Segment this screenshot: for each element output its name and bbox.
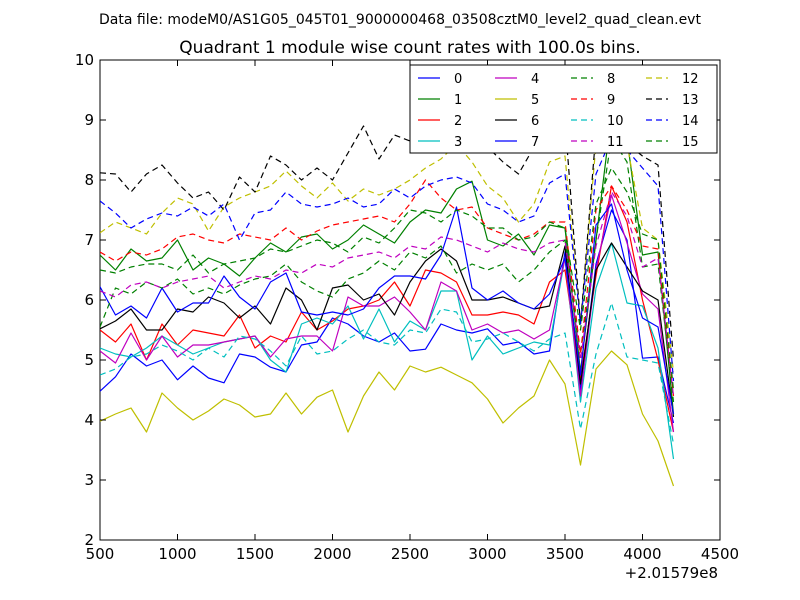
x-tick-label: 500 bbox=[86, 545, 115, 563]
legend-label: 12 bbox=[682, 72, 699, 87]
series-line-14 bbox=[100, 137, 675, 382]
legend-item-14: 14 bbox=[646, 114, 699, 129]
x-tick-label: 2500 bbox=[391, 545, 429, 563]
y-tick-label: 10 bbox=[75, 51, 94, 69]
legend-item-13: 13 bbox=[646, 93, 699, 108]
x-tick-label: 1500 bbox=[236, 545, 274, 563]
legend-item-11: 11 bbox=[571, 135, 624, 150]
legend-frame bbox=[409, 64, 718, 154]
y-tick-label: 6 bbox=[84, 291, 94, 309]
x-tick-label: 2000 bbox=[313, 545, 351, 563]
legend-label: 9 bbox=[607, 93, 615, 108]
series-line-11 bbox=[100, 191, 675, 397]
chart-suptitle: Data file: modeM0/AS1G05_045T01_90000004… bbox=[99, 12, 701, 28]
legend-label: 8 bbox=[607, 72, 615, 87]
series-line-6 bbox=[100, 242, 675, 418]
x-tick-label: 4500 bbox=[701, 545, 739, 563]
legend-label: 5 bbox=[531, 93, 539, 108]
legend-label: 10 bbox=[607, 114, 624, 129]
y-tick-label: 5 bbox=[84, 351, 94, 369]
legend-label: 4 bbox=[531, 72, 539, 87]
y-tick-label: 2 bbox=[84, 531, 94, 549]
plot-area: 500 1000 1500 2000 2500 3000 3500 4000 4500 2 3 4 5 6… bbox=[75, 51, 739, 563]
legend-label: 13 bbox=[682, 93, 699, 108]
legend-item-12: 12 bbox=[646, 72, 699, 87]
series-line-8 bbox=[100, 137, 675, 403]
series-layer bbox=[100, 113, 675, 487]
series-line-15 bbox=[100, 167, 675, 391]
x-tick-label: 3000 bbox=[468, 545, 506, 563]
legend-item-0: 0 bbox=[418, 72, 462, 87]
series-line-1 bbox=[100, 113, 675, 415]
y-tick-label: 8 bbox=[84, 171, 94, 189]
x-tick-label: 4000 bbox=[623, 545, 661, 563]
legend-label: 15 bbox=[682, 135, 699, 150]
y-tick-label: 7 bbox=[84, 231, 94, 249]
legend-item-10: 10 bbox=[571, 114, 624, 129]
legend-item-4: 4 bbox=[495, 72, 539, 87]
legend-label: 7 bbox=[531, 135, 539, 150]
chart-title: Quadrant 1 module wise count rates with … bbox=[179, 38, 640, 58]
x-offset-label: +2.01579e8 bbox=[625, 564, 718, 582]
legend-item-2: 2 bbox=[418, 114, 462, 129]
legend-item-1: 1 bbox=[418, 93, 462, 108]
series-line-13 bbox=[100, 119, 675, 361]
legend-label: 2 bbox=[454, 114, 462, 129]
legend-item-3: 3 bbox=[418, 135, 462, 150]
y-tick-label: 4 bbox=[84, 411, 94, 429]
series-line-7 bbox=[100, 203, 675, 415]
series-line-5 bbox=[100, 350, 675, 487]
y-tick-label: 9 bbox=[84, 111, 94, 129]
series-line-0 bbox=[100, 209, 675, 424]
legend-label: 11 bbox=[607, 135, 624, 150]
legend-item-8: 8 bbox=[571, 72, 615, 87]
legend-item-6: 6 bbox=[495, 114, 539, 129]
legend-item-7: 7 bbox=[495, 135, 539, 150]
series-line-4 bbox=[100, 194, 675, 433]
series-line-9 bbox=[100, 179, 675, 397]
x-tick-label: 3500 bbox=[546, 545, 584, 563]
legend-label: 1 bbox=[454, 93, 462, 108]
legend-item-9: 9 bbox=[571, 93, 615, 108]
x-tick-label: 1000 bbox=[158, 545, 196, 563]
legend-label: 6 bbox=[531, 114, 539, 129]
y-tick-label: 3 bbox=[84, 471, 94, 489]
legend-label: 14 bbox=[682, 114, 699, 129]
series-line-10 bbox=[100, 302, 675, 445]
legend-item-15: 15 bbox=[646, 135, 699, 150]
tick-layer: 500 1000 1500 2000 2500 3000 3500 4000 4500 2 3 4 5 6… bbox=[75, 51, 739, 563]
legend-item-5: 5 bbox=[495, 93, 539, 108]
legend-label: 0 bbox=[454, 72, 462, 87]
legend-label: 3 bbox=[454, 135, 462, 150]
